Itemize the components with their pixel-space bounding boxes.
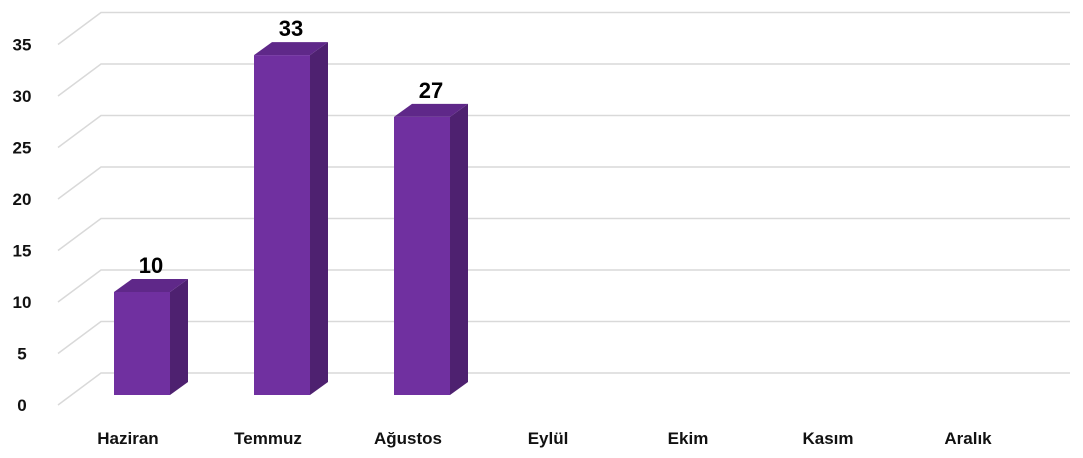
y-tick-label: 35: [13, 36, 32, 55]
gridline: [57, 11, 1070, 46]
bar-top: [114, 279, 188, 292]
bar-side: [450, 103, 468, 396]
bar-side: [310, 42, 328, 395]
y-tick-label: 20: [13, 190, 32, 209]
bar-top: [394, 103, 468, 117]
bar-front: [394, 116, 450, 396]
gridline: [57, 114, 1070, 149]
gridlines: [57, 11, 1070, 406]
data-label: 27: [419, 78, 443, 103]
category-label: Temmuz: [234, 429, 302, 448]
gridline: [57, 269, 1070, 303]
data-labels: 10 33 27: [139, 16, 443, 278]
category-label: Ekim: [668, 429, 709, 448]
y-tick-label: 5: [17, 345, 26, 364]
category-label: Ağustos: [374, 429, 442, 448]
category-label: Haziran: [97, 429, 158, 448]
category-label: Eylül: [528, 429, 569, 448]
bar-side: [170, 279, 188, 395]
y-tick-label: 15: [13, 242, 32, 261]
gridline: [57, 217, 1070, 252]
bar-1: [114, 279, 188, 395]
y-axis-ticks: 0 5 10 15 20 25 30 35: [13, 36, 32, 416]
bar-3: [394, 103, 468, 396]
data-label: 33: [279, 16, 303, 41]
gridline: [57, 320, 1070, 355]
category-label: Aralık: [944, 429, 992, 448]
data-label: 10: [139, 253, 163, 278]
bar-front: [254, 55, 310, 395]
bars: [114, 42, 468, 396]
gridline: [57, 63, 1070, 97]
bar-front: [114, 292, 170, 395]
gridline: [57, 166, 1070, 200]
x-axis-categories: Haziran Temmuz Ağustos Eylül Ekim Kasım Aralık: [97, 429, 992, 448]
bar-top: [254, 42, 328, 56]
gridline: [57, 372, 1070, 406]
bar-2: [254, 42, 328, 395]
y-tick-label: 10: [13, 293, 32, 312]
y-tick-label: 0: [17, 396, 26, 415]
category-label: Kasım: [802, 429, 853, 448]
y-tick-label: 25: [13, 139, 32, 158]
y-tick-label: 30: [13, 87, 32, 106]
